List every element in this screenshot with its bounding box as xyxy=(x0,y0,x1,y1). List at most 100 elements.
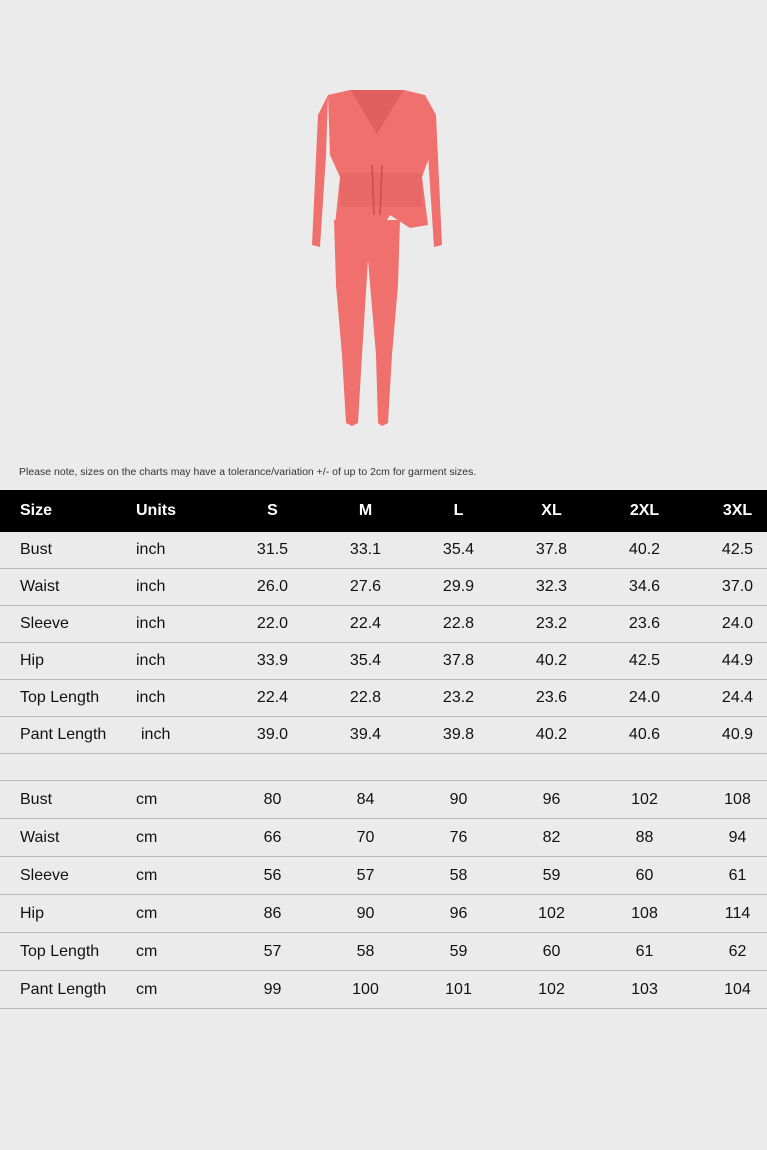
table-row: Bust inch 31.5 33.1 35.4 37.8 40.2 42.5 xyxy=(0,532,767,569)
measurement-value: 23.2 xyxy=(442,689,475,706)
measurement-value: 22.4 xyxy=(349,615,382,632)
measurement-unit: cm xyxy=(136,980,158,998)
measurement-value: 96 xyxy=(449,904,468,922)
table-row: Pant Length inch 39.0 39.4 39.8 40.2 40.6 40.9 xyxy=(0,717,767,754)
measurement-value: 61 xyxy=(635,942,654,960)
table-row: Sleeve inch 22.0 22.4 22.8 23.2 23.6 24.0 xyxy=(0,606,767,643)
measurement-value: 42.5 xyxy=(721,541,754,558)
measurement-value: 22.8 xyxy=(349,689,382,706)
measurement-value: 37.8 xyxy=(442,652,475,669)
measurement-value: 22.4 xyxy=(256,689,289,706)
header-size-m: M xyxy=(358,502,373,519)
product-image xyxy=(290,85,465,430)
measurement-value: 44.9 xyxy=(721,652,754,669)
table-row: Top Length cm 57 58 59 60 61 62 xyxy=(0,933,767,971)
measurement-value: 37.8 xyxy=(535,541,568,558)
measurement-unit: inch xyxy=(136,652,166,669)
measurement-unit: inch xyxy=(136,615,166,632)
measurement-name: Waist xyxy=(20,828,60,846)
measurement-value: 27.6 xyxy=(349,578,382,595)
measurement-value: 40.2 xyxy=(535,726,568,743)
measurement-value: 102 xyxy=(631,790,658,808)
measurement-unit: inch xyxy=(136,689,166,706)
measurement-value: 39.8 xyxy=(442,726,475,743)
measurement-value: 40.9 xyxy=(721,726,754,743)
header-size: Size xyxy=(20,502,53,519)
measurement-value: 102 xyxy=(538,904,565,922)
measurement-value: 58 xyxy=(356,942,375,960)
measurement-value: 23.6 xyxy=(535,689,568,706)
measurement-value: 37.0 xyxy=(721,578,754,595)
measurement-value: 31.5 xyxy=(256,541,289,558)
measurement-value: 22.8 xyxy=(442,615,475,632)
measurement-value: 33.1 xyxy=(349,541,382,558)
measurement-unit: inch xyxy=(136,541,166,558)
measurement-value: 94 xyxy=(728,828,747,846)
measurement-value: 24.0 xyxy=(721,615,754,632)
measurement-value: 84 xyxy=(356,790,375,808)
tolerance-note: Please note, sizes on the charts may hav… xyxy=(19,466,477,478)
measurement-value: 24.4 xyxy=(721,689,754,706)
measurement-value: 40.2 xyxy=(628,541,661,558)
measurement-value: 57 xyxy=(263,942,282,960)
measurement-value: 35.4 xyxy=(349,652,382,669)
measurement-value: 23.2 xyxy=(535,615,568,632)
measurement-value: 108 xyxy=(724,790,751,808)
measurement-unit: cm xyxy=(136,904,158,922)
header-size-s: S xyxy=(267,502,278,519)
table-row: Hip cm 86 90 96 102 108 114 xyxy=(0,895,767,933)
table-row: Bust cm 80 84 90 96 102 108 xyxy=(0,781,767,819)
measurement-value: 104 xyxy=(724,980,751,998)
measurement-unit: inch xyxy=(141,726,171,743)
header-size-xl: XL xyxy=(541,502,562,519)
table-row: Top Length inch 22.4 22.8 23.2 23.6 24.0 24.4 xyxy=(0,680,767,717)
measurement-value: 39.4 xyxy=(349,726,382,743)
table-header: Size Units S M L XL 2XL 3XL xyxy=(0,490,767,532)
measurement-name: Hip xyxy=(20,652,45,669)
measurement-value: 99 xyxy=(263,980,282,998)
measurement-value: 82 xyxy=(542,828,561,846)
measurement-value: 66 xyxy=(263,828,282,846)
measurement-name: Hip xyxy=(20,904,45,922)
measurement-name: Pant Length xyxy=(20,726,107,743)
measurement-value: 70 xyxy=(356,828,375,846)
measurement-value: 90 xyxy=(356,904,375,922)
measurement-value: 60 xyxy=(542,942,561,960)
header-size-l: L xyxy=(453,502,464,519)
measurement-value: 80 xyxy=(263,790,282,808)
measurement-value: 102 xyxy=(538,980,565,998)
measurement-value: 103 xyxy=(631,980,658,998)
measurement-value: 57 xyxy=(356,866,375,884)
measurement-value: 96 xyxy=(542,790,561,808)
table-row: Pant Length cm 99 100 101 102 103 104 xyxy=(0,971,767,1009)
table-row: Waist cm 66 70 76 82 88 94 xyxy=(0,819,767,857)
measurement-value: 33.9 xyxy=(256,652,289,669)
measurement-name: Sleeve xyxy=(20,615,69,632)
measurement-name: Pant Length xyxy=(20,980,107,998)
measurement-value: 61 xyxy=(728,866,747,884)
table-row: Sleeve cm 56 57 58 59 60 61 xyxy=(0,857,767,895)
measurement-value: 34.6 xyxy=(628,578,661,595)
measurement-value: 35.4 xyxy=(442,541,475,558)
measurement-value: 88 xyxy=(635,828,654,846)
measurement-value: 26.0 xyxy=(256,578,289,595)
measurement-value: 60 xyxy=(635,866,654,884)
measurement-value: 56 xyxy=(263,866,282,884)
measurement-value: 62 xyxy=(728,942,747,960)
measurement-value: 58 xyxy=(449,866,468,884)
measurement-value: 22.0 xyxy=(256,615,289,632)
measurement-unit: cm xyxy=(136,942,158,960)
measurement-name: Top Length xyxy=(20,689,100,706)
measurement-value: 24.0 xyxy=(628,689,661,706)
measurement-value: 39.0 xyxy=(256,726,289,743)
size-chart-table: Size Units S M L XL 2XL 3XL Bust inch 31.5 33.1 35.4… xyxy=(0,490,767,1009)
measurement-name: Bust xyxy=(20,790,53,808)
measurement-value: 101 xyxy=(445,980,472,998)
measurement-value: 29.9 xyxy=(442,578,475,595)
measurement-value: 108 xyxy=(631,904,658,922)
measurement-value: 114 xyxy=(724,904,751,922)
measurement-unit: cm xyxy=(136,790,158,808)
table-row: Waist inch 26.0 27.6 29.9 32.3 34.6 37.0 xyxy=(0,569,767,606)
measurement-value: 59 xyxy=(542,866,561,884)
measurement-value: 86 xyxy=(263,904,282,922)
